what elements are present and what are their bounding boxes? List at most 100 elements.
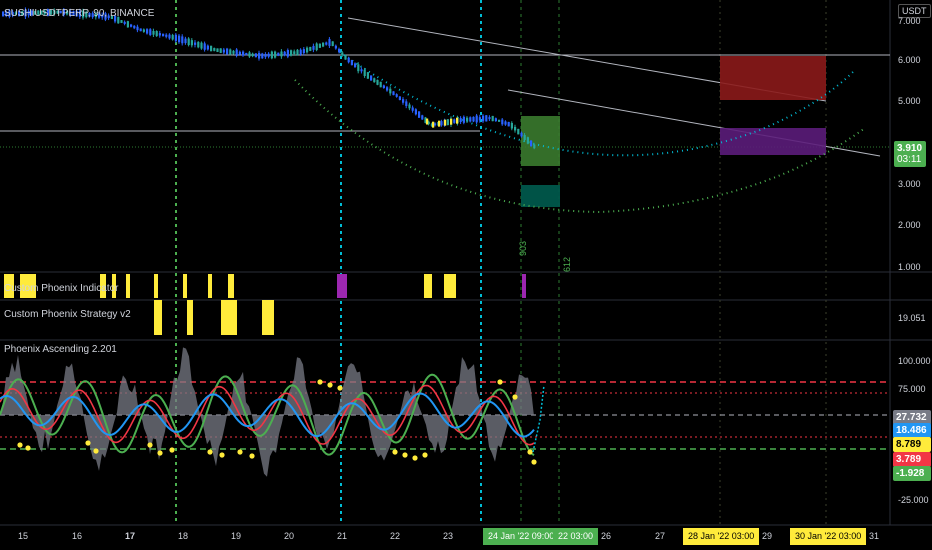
candle [229, 48, 232, 56]
date-17: 17 [125, 531, 136, 541]
price-label-5: 5.000 [898, 96, 921, 106]
candle [478, 114, 481, 123]
currency-badge[interactable]: USDT [898, 4, 931, 18]
candle [459, 116, 462, 125]
candle [8, 9, 11, 19]
indicator-signal-bar [4, 274, 14, 298]
oscillator-signal-dot [25, 445, 31, 451]
oscillator-line-green [0, 373, 535, 457]
candle [523, 133, 526, 142]
candle [395, 93, 398, 98]
candle [34, 10, 37, 15]
date-29: 29 [762, 531, 773, 541]
candle [251, 52, 254, 58]
indicator-signal-bar [20, 274, 36, 298]
candle [203, 41, 206, 52]
indicator-signal-bar [100, 274, 106, 298]
strategy-signal-bar [262, 300, 274, 335]
candle [162, 33, 165, 37]
candle [389, 86, 392, 96]
candle [101, 12, 104, 20]
candle [274, 50, 277, 59]
osc-value-red: 3.789 [893, 452, 931, 467]
zone-red [720, 56, 826, 100]
candle [222, 47, 225, 55]
oscillator-signal-dot [392, 449, 398, 455]
oscillator-signal-dot [237, 449, 243, 455]
candle [142, 28, 145, 33]
candle [50, 9, 53, 16]
candle [430, 122, 433, 128]
candle [158, 30, 161, 38]
last-price: 3.910 [897, 143, 923, 154]
candle [155, 30, 158, 37]
time-highlight-current: 24 Jan '22 09:00 [483, 528, 560, 545]
candle [5, 10, 8, 18]
candle [331, 41, 334, 47]
oscillator-signal-dot [527, 449, 533, 455]
candle [526, 136, 529, 145]
candle [466, 116, 469, 124]
indicator-signal-bar [424, 274, 432, 298]
indicator-signal-bar [337, 274, 347, 298]
candle [242, 50, 245, 57]
candle [235, 48, 238, 58]
oscillator-signal-dot [85, 440, 91, 446]
candle [517, 128, 520, 135]
candle [376, 79, 379, 86]
candle [293, 49, 296, 56]
candle [421, 114, 424, 120]
candle [190, 38, 193, 48]
indicator-title-3[interactable]: Phoenix Ascending 2.201 [4, 344, 117, 355]
candle [350, 59, 353, 66]
indicator-signal-bar [112, 274, 116, 298]
candle [408, 102, 411, 111]
date-21: 21 [337, 531, 348, 541]
oscillator-histogram [0, 347, 535, 477]
symbol-title: SUSHIUSDTPERP, 90, BINANCE [4, 8, 155, 19]
candle [270, 50, 273, 60]
candle [197, 41, 200, 49]
candle [533, 143, 536, 150]
candle [411, 105, 414, 113]
candle [482, 114, 485, 123]
candle [370, 75, 373, 81]
indicator-signal-bar [208, 274, 212, 298]
candle [446, 119, 449, 126]
oscillator-pane [0, 347, 545, 477]
indicator-title-2[interactable]: Custom Phoenix Strategy v2 [4, 309, 131, 320]
zone-purple [720, 128, 826, 155]
candle [200, 41, 203, 50]
indicator-title-1[interactable]: Custom Phoenix Indicator [4, 283, 119, 294]
candle [328, 37, 331, 49]
candle [280, 49, 283, 59]
candle [373, 77, 376, 83]
oscillator-signal-dot [147, 442, 153, 448]
candle [139, 28, 142, 32]
candle [206, 44, 209, 51]
candle [130, 23, 133, 28]
candle [114, 14, 117, 24]
candle [402, 97, 405, 105]
time-highlight-a: 28 Jan '22 03:00 [683, 528, 760, 545]
candle [296, 49, 299, 56]
candle [210, 45, 213, 52]
candle [91, 11, 94, 19]
candle [37, 10, 40, 16]
candle [347, 56, 350, 64]
oscillator-signal-dot [412, 455, 418, 461]
candle [168, 33, 171, 40]
candle [216, 48, 219, 53]
candle [24, 7, 27, 19]
candle [40, 10, 43, 15]
candle [213, 47, 216, 52]
osc-value-blue: 18.486 [893, 423, 931, 438]
highlight-candle [438, 120, 441, 127]
last-price-tag: 3.910 03:11 [894, 141, 926, 167]
candle [494, 117, 497, 122]
indicator-signal-bar [126, 274, 130, 298]
highlight-candle [432, 121, 435, 128]
candle [312, 43, 315, 53]
